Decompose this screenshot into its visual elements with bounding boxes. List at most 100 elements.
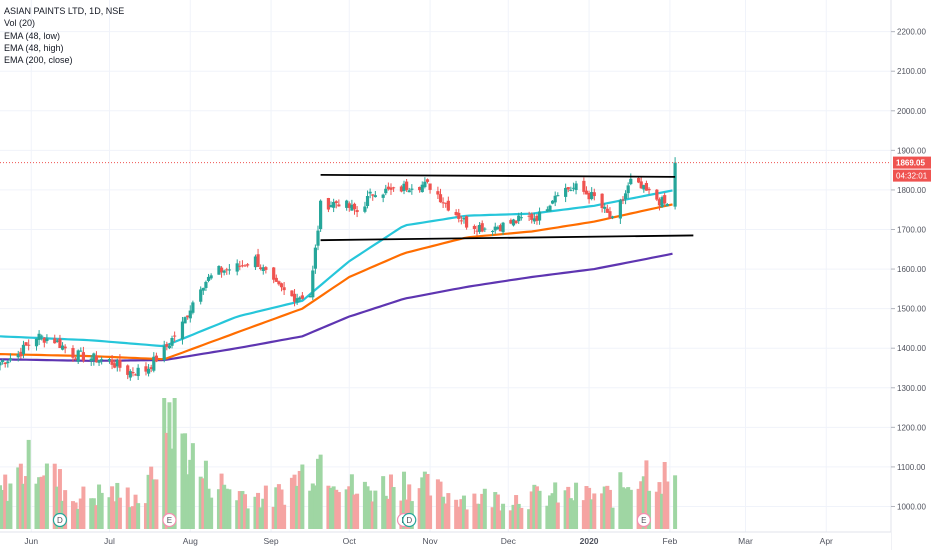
volume-bar xyxy=(391,487,396,529)
volume-bar xyxy=(461,495,466,529)
volume-bar xyxy=(527,509,532,529)
indicator-ema-high[interactable]: EMA (48, high) xyxy=(4,42,64,53)
volume-bar xyxy=(446,493,451,529)
volume-bar xyxy=(584,486,589,529)
candle-body xyxy=(71,348,75,358)
candle xyxy=(27,339,31,351)
volume-bar xyxy=(26,439,31,529)
event-marker[interactable]: E xyxy=(636,512,651,528)
candle xyxy=(92,352,96,366)
candle-body xyxy=(40,335,44,337)
candle xyxy=(225,267,229,275)
candle-body xyxy=(240,265,245,267)
candle-body xyxy=(246,264,250,266)
candle-body xyxy=(436,191,440,195)
candle-body xyxy=(337,204,341,207)
candle xyxy=(243,264,247,267)
candle xyxy=(491,230,495,236)
candle-body xyxy=(27,344,31,346)
volume-bar xyxy=(78,498,83,529)
event-marker[interactable]: D xyxy=(402,512,417,528)
time-axis[interactable]: Jun Jul Aug Sep Oct Nov Dec 2020 Feb Mar Apr xyxy=(0,531,891,550)
candle xyxy=(308,294,312,298)
volume-bar xyxy=(547,495,552,529)
event-marker[interactable]: E xyxy=(162,512,177,528)
volume-bar xyxy=(383,495,388,529)
candle-body xyxy=(298,297,302,300)
volume-bar xyxy=(628,489,633,529)
candle xyxy=(384,184,388,196)
candle xyxy=(326,197,331,213)
volume-bar xyxy=(279,489,284,529)
volume-bar xyxy=(243,494,248,529)
candle xyxy=(441,197,445,208)
candle-body xyxy=(73,358,78,360)
candle-body xyxy=(491,231,495,233)
candle-body xyxy=(384,188,388,194)
last-price-tag-bg xyxy=(893,156,931,169)
volume-bar xyxy=(587,487,592,529)
candle-body xyxy=(530,213,534,220)
volume-bar xyxy=(219,473,224,529)
candle xyxy=(537,207,542,225)
candle-body xyxy=(97,360,101,363)
price-tick-label: 2200.00 xyxy=(897,28,926,37)
volume-bar xyxy=(110,486,115,529)
candle xyxy=(657,197,662,211)
volume-bar xyxy=(8,483,13,529)
candle-body xyxy=(282,287,286,291)
candle xyxy=(329,201,333,208)
price-tick-label: 1200.00 xyxy=(897,423,926,432)
volume-bar xyxy=(592,493,597,529)
volume-bar xyxy=(245,508,250,529)
event-marker-label: E xyxy=(641,516,646,525)
event-marker[interactable]: D xyxy=(52,512,68,528)
volume-bar xyxy=(349,474,354,529)
candle-body xyxy=(63,346,67,349)
candle-body xyxy=(438,194,443,203)
candle-body xyxy=(100,359,104,361)
candle xyxy=(610,215,615,220)
candle-body xyxy=(365,196,370,207)
candle-body xyxy=(517,215,521,222)
candle xyxy=(647,187,651,195)
indicator-ema-low[interactable]: EMA (48, low) xyxy=(4,30,61,41)
candle xyxy=(107,357,112,364)
candle-body xyxy=(37,333,41,340)
volume-bar xyxy=(352,494,357,529)
candle xyxy=(238,260,242,271)
candle xyxy=(425,178,430,184)
candle-body xyxy=(373,195,377,198)
candle xyxy=(352,202,357,215)
indicator-ema-200[interactable]: EMA (200, close) xyxy=(4,55,73,66)
volume-bar xyxy=(235,500,240,529)
volume-bar xyxy=(660,493,665,529)
candle-body xyxy=(79,350,83,352)
volume-bar xyxy=(607,489,612,529)
candle-body xyxy=(180,321,185,340)
candle-body xyxy=(423,181,427,188)
candle-body xyxy=(115,360,119,367)
volume-bar xyxy=(490,507,495,529)
candle xyxy=(459,216,463,225)
candle-body xyxy=(290,290,294,297)
candle-body xyxy=(454,212,458,215)
price-tick-label: 1900.00 xyxy=(897,146,926,155)
candle-body xyxy=(610,216,615,218)
volume-bar xyxy=(282,504,287,529)
candle-body xyxy=(165,344,169,347)
candle-body xyxy=(227,269,231,271)
candle xyxy=(201,287,205,295)
candle xyxy=(386,182,390,191)
candle xyxy=(110,354,114,370)
event-marker-circle xyxy=(162,512,177,528)
price-axis[interactable]: 1000.00 1100.00 1200.00 1300.00 1400.00 1500.… xyxy=(890,0,932,550)
volume-series xyxy=(0,398,678,529)
indicator-vol[interactable]: Vol (20) xyxy=(4,18,36,29)
candle xyxy=(136,364,140,380)
event-marker-circle xyxy=(402,512,417,528)
volume-bar xyxy=(435,479,440,529)
candle xyxy=(319,199,323,232)
